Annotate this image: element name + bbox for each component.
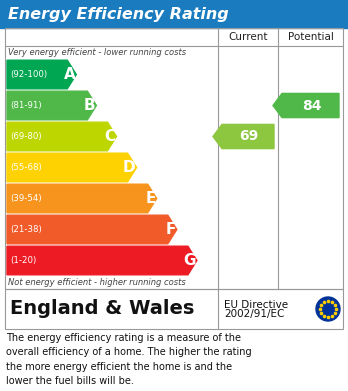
Text: 2002/91/EC: 2002/91/EC — [224, 309, 284, 319]
Text: Current: Current — [228, 32, 268, 42]
Polygon shape — [7, 153, 137, 182]
Text: A: A — [64, 67, 75, 82]
Text: D: D — [123, 160, 136, 175]
Text: (92-100): (92-100) — [10, 70, 47, 79]
Text: (21-38): (21-38) — [10, 225, 42, 234]
Text: F: F — [165, 222, 176, 237]
Text: EU Directive: EU Directive — [224, 300, 288, 310]
Text: (69-80): (69-80) — [10, 132, 42, 141]
Text: England & Wales: England & Wales — [10, 300, 195, 319]
Polygon shape — [7, 122, 117, 151]
Polygon shape — [7, 91, 96, 120]
Text: (39-54): (39-54) — [10, 194, 42, 203]
Text: G: G — [183, 253, 196, 268]
Text: 84: 84 — [302, 99, 321, 113]
Bar — [0, 0, 348, 28]
Text: Potential: Potential — [287, 32, 333, 42]
Bar — [5, 28, 343, 289]
Text: (1-20): (1-20) — [10, 256, 36, 265]
Text: Energy Efficiency Rating: Energy Efficiency Rating — [8, 7, 229, 22]
Text: (81-91): (81-91) — [10, 101, 42, 110]
Circle shape — [316, 297, 340, 321]
Bar — [5, 289, 343, 329]
Text: The energy efficiency rating is a measure of the
overall efficiency of a home. T: The energy efficiency rating is a measur… — [6, 333, 252, 386]
Polygon shape — [7, 246, 197, 275]
Polygon shape — [213, 124, 274, 149]
Text: Not energy efficient - higher running costs: Not energy efficient - higher running co… — [8, 278, 186, 287]
Text: 69: 69 — [239, 129, 259, 143]
Polygon shape — [7, 215, 177, 244]
Polygon shape — [7, 184, 157, 213]
Polygon shape — [7, 60, 76, 89]
Text: Very energy efficient - lower running costs: Very energy efficient - lower running co… — [8, 48, 186, 57]
Text: E: E — [145, 191, 156, 206]
Text: (55-68): (55-68) — [10, 163, 42, 172]
Text: C: C — [104, 129, 116, 144]
Text: B: B — [84, 98, 95, 113]
Polygon shape — [273, 93, 339, 118]
